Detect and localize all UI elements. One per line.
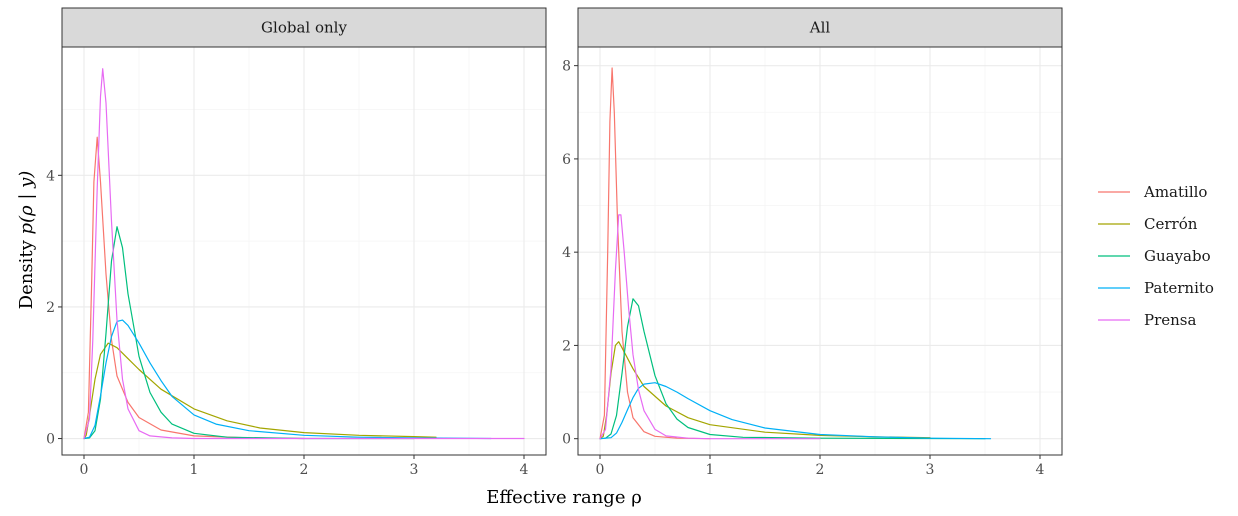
x-tick-label: 0 (596, 462, 605, 478)
y-tick-label: 0 (46, 432, 55, 448)
series-line-paternito (83, 319, 492, 440)
legend-item: Prensa (1098, 311, 1196, 329)
series-line-amatillo (599, 67, 711, 440)
chart-panels: Global only 0 1 2 3 4 0 2 4 All 0 1 2 3 4 0 2 4 6 8 (46, 7, 1063, 478)
y-tick-label: 4 (46, 168, 55, 184)
x-tick-label: 3 (926, 462, 935, 478)
panel-strip-label: All (809, 19, 831, 37)
legend-item: Cerrón (1098, 215, 1198, 233)
panel-strip-label: Global only (261, 19, 347, 37)
series-line-prensa (599, 214, 821, 440)
series-line-paternito (599, 382, 992, 440)
y-axis-title: Density p(ρ | y) (16, 171, 37, 310)
y-tick-label: 2 (562, 338, 571, 354)
legend: Amatillo Cerrón Guayabo Paternito Prensa (1098, 183, 1214, 329)
panel-strip (61, 7, 547, 48)
legend-label: Paternito (1144, 279, 1214, 297)
legend-item: Paternito (1098, 279, 1214, 297)
y-axis-title-prefix: Density (16, 235, 37, 310)
series-line-amatillo (83, 136, 305, 440)
x-tick-label: 2 (300, 462, 309, 478)
legend-label: Guayabo (1144, 247, 1211, 265)
series-line-cerrn (83, 342, 437, 440)
x-tick-label: 2 (816, 462, 825, 478)
x-tick-label: 1 (706, 462, 715, 478)
x-tick-label: 3 (410, 462, 419, 478)
x-tick-label: 1 (190, 462, 199, 478)
legend-item: Amatillo (1098, 183, 1207, 201)
y-tick-label: 6 (562, 152, 571, 168)
x-axis-title: Effective range ρ (486, 487, 642, 508)
panel-1: Global only 0 1 2 3 4 0 2 4 (46, 7, 547, 478)
x-tick-label: 0 (80, 462, 89, 478)
y-tick-label: 8 (562, 59, 571, 75)
series-line-guayabo (83, 226, 415, 440)
panel-2: All 0 1 2 3 4 0 2 4 6 8 (562, 7, 1063, 478)
y-tick-label: 2 (46, 300, 55, 316)
series-line-guayabo (599, 298, 986, 440)
y-tick-label: 4 (562, 245, 571, 261)
legend-label: Prensa (1144, 311, 1196, 329)
x-tick-label: 4 (520, 462, 529, 478)
series-line-prensa (83, 68, 525, 440)
legend-item: Guayabo (1098, 247, 1211, 265)
y-axis-title-math: p(ρ | y) (16, 171, 37, 235)
y-tick-label: 0 (562, 432, 571, 448)
legend-label: Amatillo (1143, 183, 1207, 201)
x-tick-label: 4 (1036, 462, 1045, 478)
legend-label: Cerrón (1144, 215, 1198, 233)
